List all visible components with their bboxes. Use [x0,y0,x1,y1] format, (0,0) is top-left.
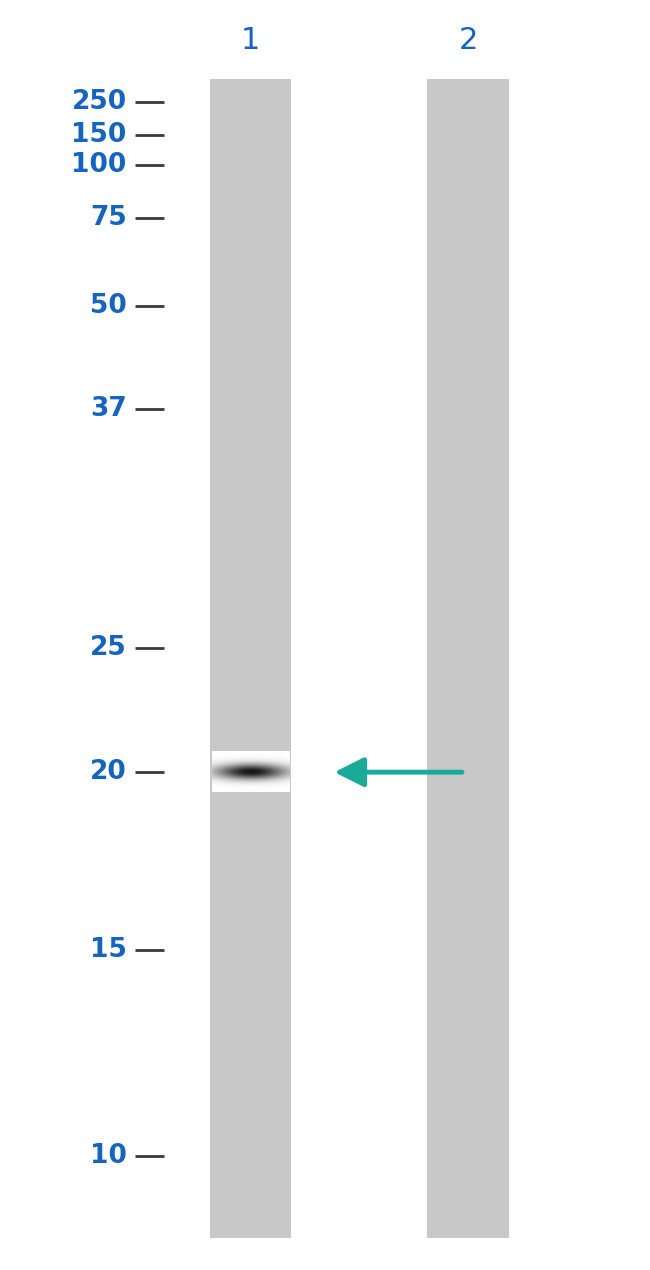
Text: 20: 20 [90,759,127,785]
Bar [428,79,508,1238]
Text: 250: 250 [72,89,127,114]
Text: 150: 150 [72,122,127,147]
Bar [209,79,291,1238]
Text: 2: 2 [458,27,478,55]
Text: 50: 50 [90,293,127,319]
Text: 15: 15 [90,937,127,963]
Text: 37: 37 [90,396,127,422]
Text: 10: 10 [90,1143,127,1168]
Text: 1: 1 [240,27,260,55]
Text: 25: 25 [90,635,127,660]
Text: 100: 100 [72,152,127,178]
Text: 75: 75 [90,206,127,231]
